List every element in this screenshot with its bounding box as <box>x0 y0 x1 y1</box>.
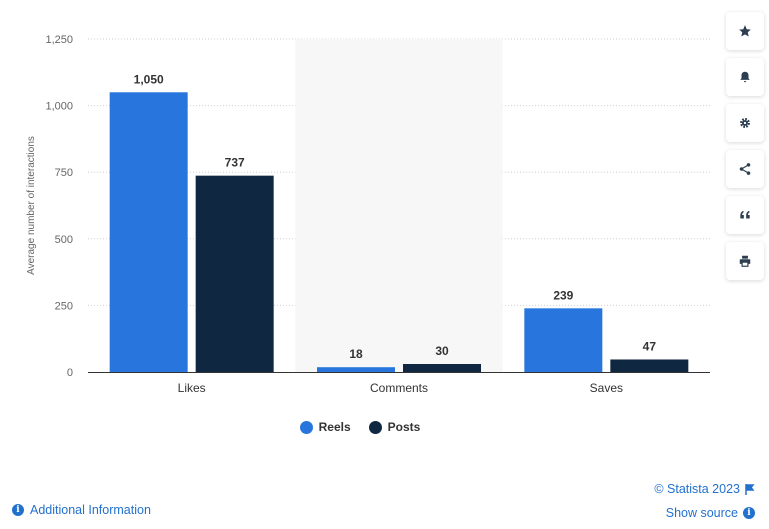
y-tick-label: 1,000 <box>45 101 73 113</box>
x-category-label: Saves <box>590 381 623 395</box>
bar-reels-comments <box>317 367 395 372</box>
copyright-link[interactable]: © Statista 2023 <box>654 481 755 497</box>
bar-posts-likes <box>195 175 274 372</box>
notification-button[interactable] <box>726 58 764 96</box>
data-label: 18 <box>349 347 363 361</box>
settings-button[interactable] <box>726 104 764 142</box>
y-tick-label: 750 <box>55 167 73 179</box>
print-button[interactable] <box>726 242 764 280</box>
chart-bars <box>109 92 689 372</box>
print-icon <box>739 255 751 267</box>
data-label: 737 <box>225 156 245 170</box>
info-icon: i <box>12 504 24 516</box>
bar-reels-likes <box>109 92 188 372</box>
favorite-button[interactable] <box>726 12 764 50</box>
bar-reels-saves <box>524 308 603 372</box>
show-source-link[interactable]: Show source i <box>654 505 755 521</box>
legend-item-reels[interactable]: Reels <box>299 420 351 434</box>
legend-item-posts[interactable]: Posts <box>368 420 421 434</box>
info-icon: i <box>743 507 755 519</box>
flag-icon <box>745 483 755 495</box>
additional-information-text: Additional Information <box>30 503 151 517</box>
y-tick-label: 1,250 <box>45 34 73 46</box>
data-label: 47 <box>643 339 657 353</box>
highlight-band-comments <box>295 39 503 372</box>
bell-icon <box>740 71 750 83</box>
bar-chart: 1,050 737 18 30 239 47 0 250 500 750 1,000 1,250 Av… <box>26 34 710 395</box>
show-source-text: Show source <box>665 506 738 520</box>
additional-information-link[interactable]: i Additional Information <box>12 503 151 517</box>
legend-label: Posts <box>387 420 421 434</box>
gear-icon <box>740 118 750 128</box>
chart-toolbar <box>726 12 764 288</box>
data-label: 1,050 <box>134 72 164 86</box>
chart-axes: 0 250 500 750 1,000 1,250 Average number of in… <box>26 34 710 395</box>
y-tick-label: 0 <box>67 367 73 379</box>
star-icon <box>739 25 751 37</box>
copyright-text: © Statista 2023 <box>654 482 740 496</box>
data-label: 30 <box>435 344 449 358</box>
cite-button[interactable] <box>726 196 764 234</box>
legend-swatch <box>368 420 382 434</box>
share-button[interactable] <box>726 150 764 188</box>
y-axis-title: Average number of interactions <box>26 136 37 275</box>
legend-label: Reels <box>318 420 351 434</box>
x-category-label: Likes <box>178 381 206 395</box>
legend-swatch <box>299 420 313 434</box>
chart-footer-source: © Statista 2023 Show source i <box>654 481 755 529</box>
share-icon <box>739 163 751 175</box>
x-category-label: Comments <box>370 381 428 395</box>
quote-icon <box>740 210 750 219</box>
data-label: 239 <box>553 288 573 302</box>
y-tick-label: 250 <box>55 300 73 312</box>
chart-legend: Reels Posts <box>0 420 720 434</box>
bar-posts-comments <box>403 364 481 372</box>
y-tick-label: 500 <box>55 234 73 246</box>
bar-posts-saves <box>610 359 689 372</box>
chart-highlight-band <box>295 39 503 372</box>
chart-data-labels: 1,050 737 18 30 239 47 <box>134 72 657 361</box>
